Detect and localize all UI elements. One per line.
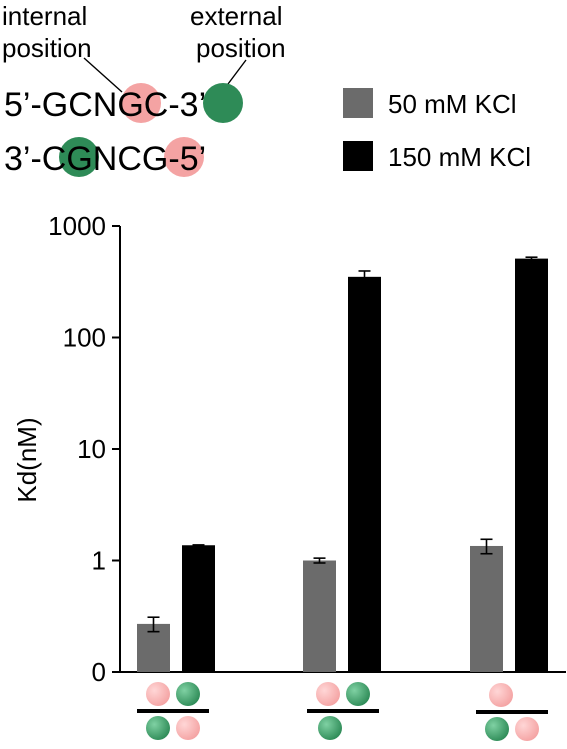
external-label-line2: position (196, 33, 286, 63)
bars (137, 258, 548, 672)
seq-bottom-middle: GN (66, 140, 117, 178)
seq-top-internal-base: C (68, 86, 93, 124)
seq-top-middle: NG (93, 86, 144, 124)
y-tick-label: 0 (92, 657, 106, 687)
annotation-labels: internal position external position (2, 1, 286, 93)
legend-swatch-150mm (343, 141, 373, 171)
error-bars (147, 256, 538, 633)
category-icon (307, 682, 379, 740)
category-icons (137, 682, 548, 741)
seq-bottom-suffix: G-5’ (142, 140, 206, 178)
internal-base-circle (146, 682, 170, 706)
y-tick-label: 1 (92, 546, 106, 576)
external-base-circle (176, 682, 200, 706)
bar (470, 545, 503, 672)
seq-bottom-internal-base: C (117, 140, 142, 178)
legend: 50 mM KCl 150 mM KCl (343, 88, 531, 172)
bottom-external-base-highlight (59, 137, 99, 177)
external-base-circle (485, 717, 509, 741)
category-icon (137, 682, 209, 740)
external-label-line1: external (190, 1, 283, 31)
legend-label-50mm: 50 mM KCl (388, 89, 517, 119)
sequence-bottom: 3’-CGNCG-5’ (4, 140, 206, 178)
y-tick-label: 1000 (48, 211, 106, 241)
seq-top-prefix: 5’-G (4, 86, 68, 124)
internal-base-circle (176, 716, 200, 740)
internal-base-circle (515, 717, 539, 741)
category-icon (476, 683, 548, 741)
external-base-circle (146, 716, 170, 740)
internal-base-circle (316, 682, 340, 706)
bar (515, 258, 548, 672)
internal-pointer-line (83, 57, 123, 93)
bar (303, 560, 336, 672)
y-axis-label: Kd(nM) (12, 417, 42, 502)
sequence-highlights (59, 83, 243, 177)
bar (348, 276, 381, 672)
external-base-circle (318, 716, 342, 740)
seq-top-external-base: C (144, 86, 169, 124)
bar (182, 545, 215, 672)
sequence-top: 5’-GCNGC-3’ (4, 86, 206, 124)
top-external-base-highlight (203, 83, 243, 123)
external-base-circle (346, 682, 370, 706)
internal-base-circle (489, 683, 513, 707)
y-tick-label: 100 (63, 323, 106, 353)
seq-top-suffix: -3’ (168, 86, 206, 124)
legend-swatch-50mm (343, 88, 373, 118)
y-tick-label: 10 (77, 434, 106, 464)
internal-label-line2: position (2, 33, 92, 63)
seq-bottom-external-base: C (42, 140, 67, 178)
legend-label-150mm: 150 mM KCl (388, 142, 531, 172)
top-internal-base-highlight (121, 83, 161, 123)
bottom-internal-base-highlight (164, 137, 204, 177)
y-ticks: 0 1 10 100 1000 (48, 211, 120, 687)
seq-bottom-prefix: 3’- (4, 140, 42, 178)
internal-label-line1: internal (2, 1, 87, 31)
